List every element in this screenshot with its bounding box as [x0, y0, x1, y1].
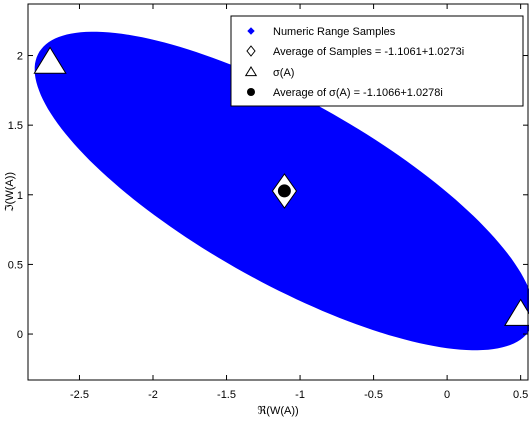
legend-label-average-sigma: Average of σ(A) = -1.1066+1.0278i [273, 87, 443, 99]
legend-marker-average-sigma [247, 88, 255, 96]
legend-box [230, 15, 524, 107]
x-tick-label: -1.5 [217, 389, 236, 401]
x-tick-label: 0.5 [513, 389, 528, 401]
y-axis-label: ℑ(W(A)) [4, 172, 16, 212]
legend: Numeric Range Samples Average of Samples… [230, 15, 524, 107]
legend-marker-sigma [244, 66, 258, 77]
legend-label-samples: Numeric Range Samples [273, 26, 396, 38]
x-axis-label: ℜ(W(A)) [257, 405, 298, 417]
average-sigma-marker [277, 184, 291, 198]
legend-label-average-samples: Average of Samples = -1.1061+1.0273i [273, 46, 464, 58]
axes-frame [27, 3, 529, 381]
x-tick-label: -0.5 [364, 389, 383, 401]
legend-label-sigma: σ(A) [273, 67, 294, 79]
y-tick-label: 0 [17, 329, 23, 341]
y-tick-label: 1.5 [8, 120, 23, 132]
y-tick-label: 0.5 [8, 259, 23, 271]
y-tick-label: 2 [17, 51, 23, 63]
sigma-eigenvalue-marker-1 [33, 46, 67, 74]
y-tick-label: 1 [17, 190, 23, 202]
x-tick-label: -2.5 [70, 389, 89, 401]
x-tick-label: -1 [295, 389, 305, 401]
x-tick-label: 0 [444, 389, 450, 401]
legend-marker-samples [247, 27, 255, 35]
legend-marker-average-samples [246, 45, 256, 57]
x-tick-label: -2 [148, 389, 158, 401]
